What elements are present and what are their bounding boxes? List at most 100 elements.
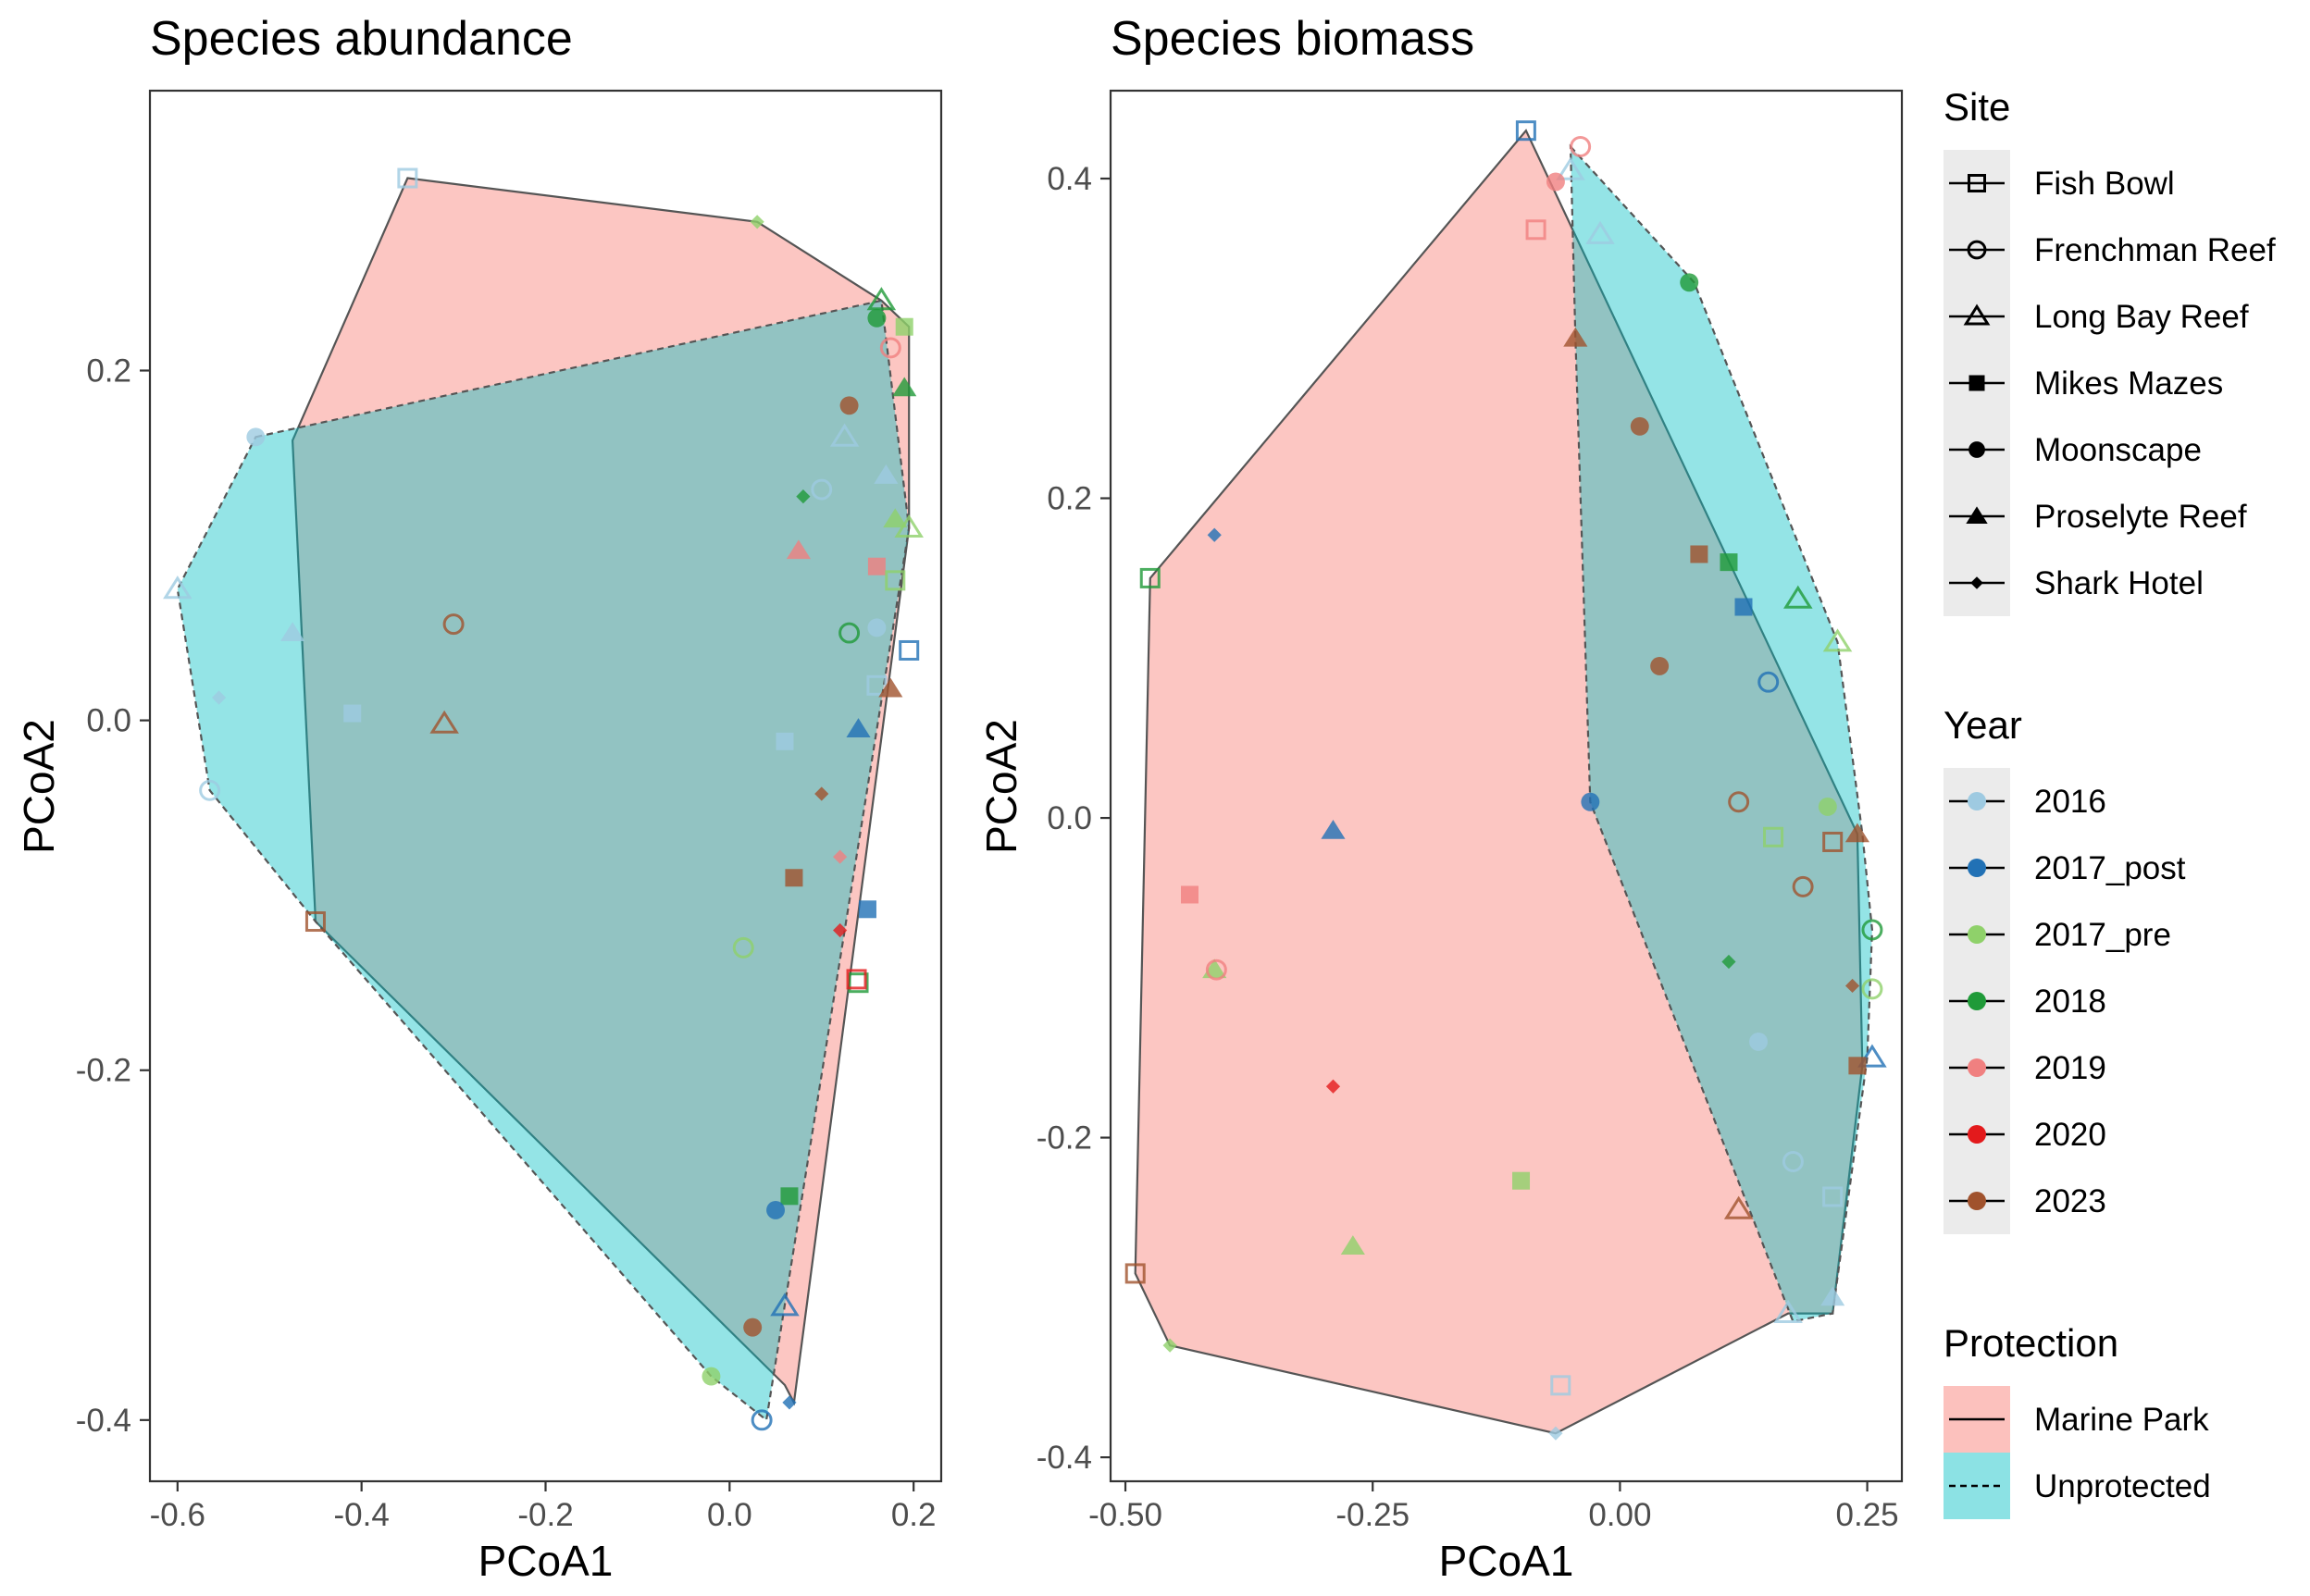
point-proselyte-reef-2017-post xyxy=(1321,819,1346,839)
y-tick-label: 0.2 xyxy=(86,353,131,389)
point-frenchman-reef-2023 xyxy=(1792,875,1814,897)
hull-layer-biomass xyxy=(1134,129,1874,1435)
point-moonscape-2017-post xyxy=(1581,792,1600,811)
point-frenchman-reef-2019 xyxy=(1570,135,1592,157)
point-proselyte-reef-2017-pre xyxy=(1340,1235,1365,1255)
point-mikes-mazes-2019 xyxy=(867,557,886,575)
point-fish-bowl-2016 xyxy=(397,167,418,189)
legend-year-label-2023: 2023 xyxy=(2034,1183,2106,1219)
point-shark-hotel-2018 xyxy=(1721,954,1736,970)
point-moonscape-2016 xyxy=(867,618,887,637)
point-frenchman-reef-2016 xyxy=(811,478,833,501)
x-tick-label: 0.2 xyxy=(891,1497,937,1533)
point-frenchman-reef-2017-pre xyxy=(1861,978,1883,1000)
legend-site-symbol-mikes-mazes xyxy=(1968,375,1985,391)
legend-site-label-shark-hotel: Shark Hotel xyxy=(2034,565,2204,601)
point-shark-hotel-2017-post xyxy=(1207,527,1222,542)
point-long-bay-reef-2017-post xyxy=(770,1293,800,1317)
legend-site-symbol-frenchman-reef xyxy=(1967,240,1987,260)
point-proselyte-reef-2023 xyxy=(1844,823,1869,843)
point-moonscape-2016 xyxy=(1749,1032,1769,1051)
point-fish-bowl-2018 xyxy=(1139,567,1161,588)
y-axis-biomass: -0.4 -0.2 0.0 0.2 0.4 xyxy=(1037,161,1111,1476)
legend-year-label-2018: 2018 xyxy=(2034,984,2106,1020)
legend-title-protection: Protection xyxy=(1944,1321,2118,1365)
legend-site-label-moonscape: Moonscape xyxy=(2034,432,2202,468)
point-mikes-mazes-2018 xyxy=(1720,553,1738,572)
plot-background-biomass xyxy=(1111,91,1902,1481)
legend-site-symbol-shark-hotel xyxy=(1970,576,1983,589)
point-moonscape-2016 xyxy=(246,427,266,447)
point-mikes-mazes-2016 xyxy=(343,704,362,723)
panel-biomass: Species biomass -0.50 -0.25 0.00 0.25 -0.4-… xyxy=(977,12,1904,1585)
legend-year-label-2017-post: 2017_post xyxy=(2034,850,2186,886)
point-proselyte-reef-2016 xyxy=(1820,1286,1845,1306)
point-mikes-mazes-2018 xyxy=(780,1187,799,1206)
point-long-bay-reef-2018 xyxy=(866,287,897,311)
legend-site-symbol-proselyte-reef xyxy=(1966,506,1988,524)
legend-year-label-2016: 2016 xyxy=(2034,784,2106,820)
y-tick-label: 0.0 xyxy=(1047,800,1092,836)
x-tick-label: -0.2 xyxy=(517,1497,573,1533)
legend-year: 2016 2017_post 2017_pre 2018 2019 2020 2023 xyxy=(1944,768,2186,1234)
point-shark-hotel-2017-pre xyxy=(750,215,764,229)
y-tick-label: 0.2 xyxy=(1047,481,1092,517)
legend-year-label-2019: 2019 xyxy=(2034,1050,2106,1086)
x-axis-abundance: -0.6 -0.4 -0.2 0.0 0.2 xyxy=(150,1481,937,1533)
point-long-bay-reef-2017-pre xyxy=(894,513,924,538)
point-mikes-mazes-2023 xyxy=(1848,1057,1867,1075)
point-fish-bowl-2016 xyxy=(1822,1186,1844,1207)
x-tick-label: 0.0 xyxy=(707,1497,752,1533)
y-axis-title-biomass: PCoA2 xyxy=(977,719,1025,854)
legend-site-label-frenchman-reef: Frenchman Reef xyxy=(2034,232,2276,268)
legend-protection-label-unprotected: Unprotected xyxy=(2034,1468,2211,1504)
plot-background-abundance xyxy=(150,91,941,1481)
point-frenchman-reef-2016 xyxy=(199,779,221,801)
point-moonscape-2023 xyxy=(839,396,859,415)
point-mikes-mazes-2017-post xyxy=(1734,598,1753,616)
point-shark-hotel-2023 xyxy=(814,786,829,801)
x-tick-label: 0.00 xyxy=(1588,1497,1651,1533)
x-axis-title-biomass: PCoA1 xyxy=(1439,1537,1574,1585)
y-axis-abundance: -0.4 -0.2 0.0 0.2 xyxy=(76,353,150,1439)
point-mikes-mazes-2017-post xyxy=(858,900,876,919)
point-long-bay-reef-2017-post xyxy=(1857,1044,1887,1068)
point-fish-bowl-2017-pre xyxy=(885,570,906,591)
point-fish-bowl-2017-post xyxy=(1515,120,1536,142)
x-axis-title-abundance: PCoA1 xyxy=(478,1537,614,1585)
y-tick-label: -0.2 xyxy=(1037,1120,1092,1157)
legend-year-swatch-2023 xyxy=(1968,1192,1986,1210)
legend-year-label-2020: 2020 xyxy=(2034,1117,2106,1153)
point-proselyte-reef-2023 xyxy=(1563,327,1588,347)
point-moonscape-2017-post xyxy=(766,1200,786,1219)
legend-title-site: Site xyxy=(1944,85,2010,129)
point-frenchman-reef-2017-post xyxy=(1757,671,1780,693)
point-long-bay-reef-2023 xyxy=(429,710,459,734)
point-shark-hotel-2019 xyxy=(833,849,848,864)
point-fish-bowl-2020 xyxy=(846,969,867,990)
hull-marine-park xyxy=(291,177,911,1406)
legend-site-label-mikes-mazes: Mikes Mazes xyxy=(2034,365,2223,402)
point-fish-bowl-2023 xyxy=(1822,831,1844,852)
chart-title-biomass: Species biomass xyxy=(1111,12,1474,66)
point-long-bay-reef-2016 xyxy=(1556,156,1585,180)
point-long-bay-reef-2016 xyxy=(829,423,860,447)
point-moonscape-2019 xyxy=(1546,172,1565,192)
point-long-bay-reef-2023 xyxy=(1723,1195,1754,1219)
legend-site-symbol-long-bay-reef xyxy=(1963,303,1991,326)
point-mikes-mazes-2019 xyxy=(1181,885,1198,904)
point-fish-bowl-2019 xyxy=(1525,219,1546,241)
point-layer-biomass xyxy=(1124,120,1887,1441)
legend-site-symbol-fish-bowl xyxy=(1968,174,1986,192)
x-tick-label: 0.25 xyxy=(1836,1497,1899,1533)
point-shark-hotel-2020 xyxy=(1325,1079,1341,1094)
point-mikes-mazes-2016 xyxy=(776,732,794,750)
point-proselyte-reef-2016 xyxy=(874,464,899,484)
x-tick-label: -0.50 xyxy=(1088,1497,1162,1533)
point-frenchman-reef-2023 xyxy=(442,613,465,636)
point-moonscape-2023 xyxy=(1630,416,1649,436)
y-tick-label: -0.4 xyxy=(76,1403,131,1439)
point-frenchman-reef-2017-pre xyxy=(732,936,754,959)
legend-title-year: Year xyxy=(1944,703,2022,747)
